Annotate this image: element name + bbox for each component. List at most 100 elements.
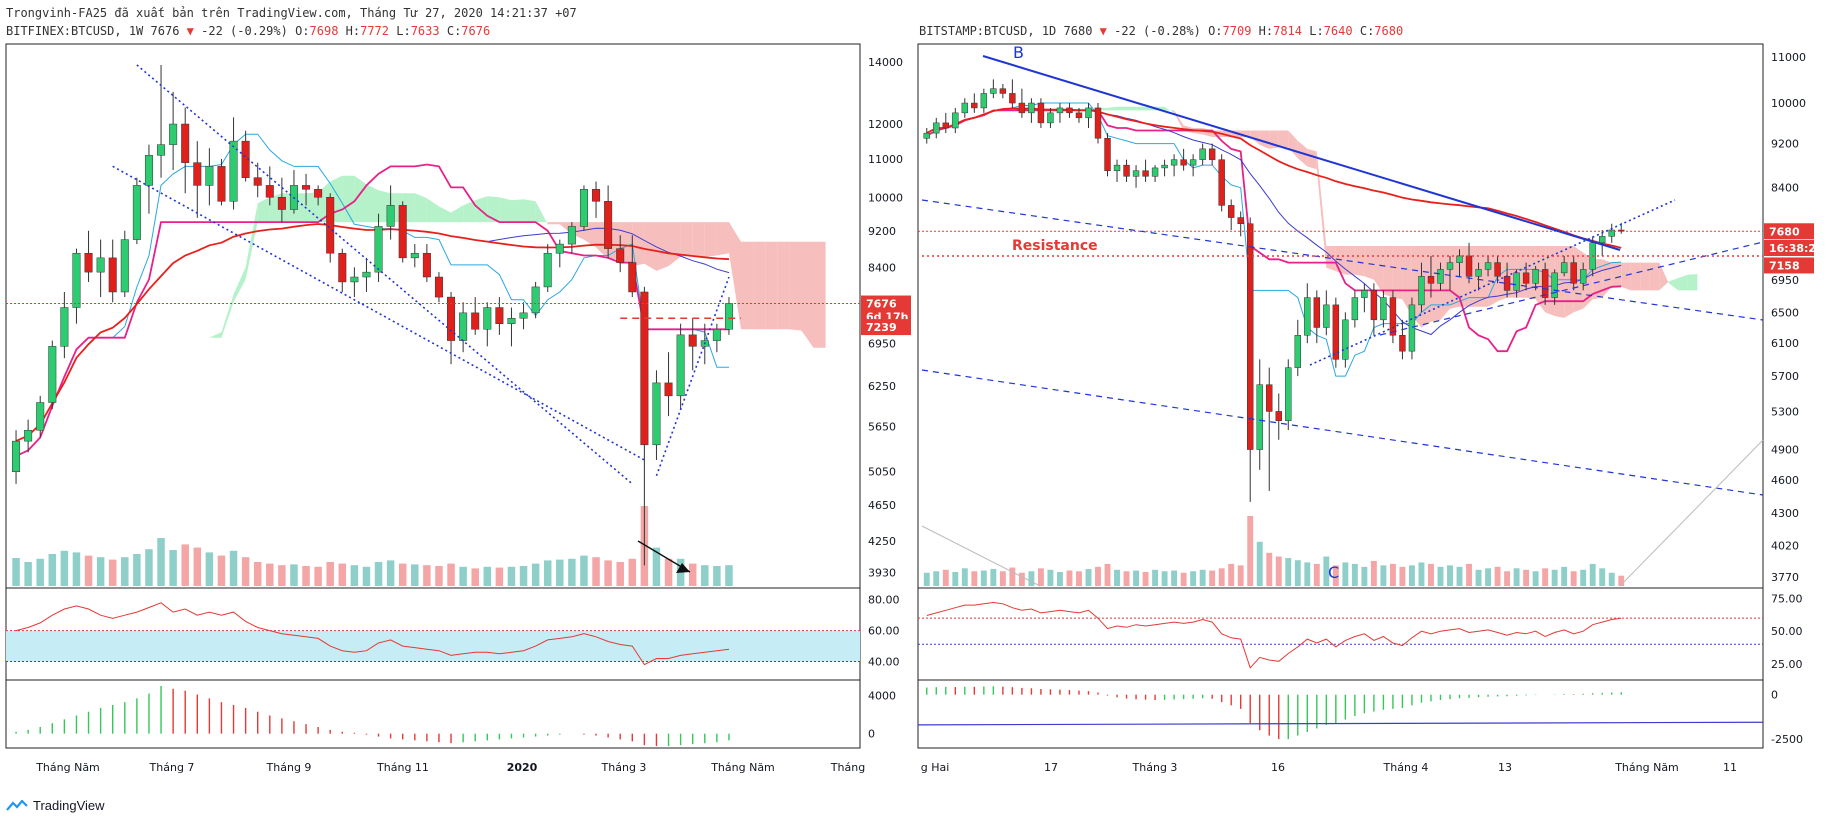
candle bbox=[1608, 229, 1615, 237]
cloud-segment bbox=[439, 206, 451, 223]
candle bbox=[120, 239, 129, 293]
cloud-segment bbox=[777, 241, 790, 330]
volume-bar bbox=[531, 563, 540, 586]
volume-bar bbox=[543, 560, 552, 586]
price-axis-label: 11000 bbox=[868, 153, 903, 166]
candle bbox=[579, 189, 588, 227]
volume-bar bbox=[1294, 560, 1301, 586]
cloud-segment bbox=[632, 222, 645, 267]
time-axis-label: Tháng Năm bbox=[1614, 761, 1679, 774]
export-note: Trongvinh-FA25 đã xuất bản trên TradingV… bbox=[6, 6, 577, 20]
candle bbox=[1332, 304, 1340, 360]
cloud-segment bbox=[1316, 151, 1327, 268]
price-axis-label: 3930 bbox=[868, 566, 896, 579]
volume-bar bbox=[314, 566, 322, 586]
candle bbox=[1256, 384, 1263, 450]
candle bbox=[1085, 107, 1092, 119]
price-axis-label: 4020 bbox=[1771, 540, 1799, 553]
volume-bar bbox=[990, 569, 997, 586]
volume-bar bbox=[725, 565, 733, 586]
volume-bar bbox=[999, 571, 1006, 586]
candle bbox=[314, 189, 323, 198]
down-triangle-icon: ▼ bbox=[1099, 24, 1107, 38]
volume-bar bbox=[1180, 572, 1187, 586]
candle bbox=[302, 185, 311, 190]
volume-bar bbox=[1152, 569, 1159, 586]
macd-axis-label: 0 bbox=[1771, 689, 1778, 702]
macd-axis-label: -2500 bbox=[1771, 733, 1803, 746]
candle bbox=[1599, 236, 1606, 244]
price-axis-label: 5300 bbox=[1771, 405, 1799, 418]
cloud-segment bbox=[765, 241, 778, 330]
cloud-segment bbox=[1478, 246, 1489, 307]
legend-right-c-value: 7680 bbox=[1374, 24, 1404, 38]
candle bbox=[1494, 262, 1501, 277]
candle bbox=[205, 166, 214, 186]
volume-bar bbox=[1247, 516, 1254, 586]
time-axis-label: Tháng Năm bbox=[35, 761, 100, 774]
left-chart-pane[interactable]: 1400012000110001000092008400765069506250… bbox=[5, 43, 911, 774]
volume-bar bbox=[181, 544, 189, 586]
candle bbox=[980, 93, 988, 109]
candle bbox=[933, 122, 940, 134]
candle bbox=[1513, 272, 1520, 291]
volume-bar bbox=[1532, 571, 1539, 586]
volume-bar bbox=[1370, 560, 1377, 586]
volume-bar bbox=[193, 547, 202, 586]
candle bbox=[1275, 411, 1282, 421]
candle bbox=[1132, 170, 1140, 177]
candle bbox=[374, 226, 383, 273]
right-chart-pane[interactable]: BCResistance1100010000920084007650695065… bbox=[917, 43, 1824, 774]
candle bbox=[652, 382, 661, 446]
cloud-segment bbox=[306, 192, 319, 223]
volume-bar bbox=[326, 562, 334, 586]
brand-label: TradingView bbox=[33, 798, 105, 813]
legend-right-l-value: 7640 bbox=[1323, 24, 1353, 38]
volume-bar bbox=[1218, 568, 1225, 586]
volume-bar bbox=[1133, 570, 1140, 586]
brand[interactable]: TradingView bbox=[6, 798, 105, 813]
volume-bar bbox=[1161, 571, 1168, 586]
volume-bar bbox=[1209, 570, 1216, 586]
cloud-segment bbox=[366, 184, 379, 223]
legend-left: BITFINEX:BTCUSD, 1W 7676 ▼ -22 (-0.29%) … bbox=[6, 24, 490, 38]
candle bbox=[1361, 290, 1368, 298]
candle bbox=[84, 252, 93, 273]
cloud-segment bbox=[1545, 246, 1555, 316]
candle bbox=[1170, 159, 1178, 166]
price-tag-bg bbox=[1764, 239, 1814, 256]
channel-line-dashed bbox=[921, 199, 1764, 321]
volume-bar bbox=[568, 558, 576, 586]
candle bbox=[495, 307, 504, 324]
price-axis-label: 6950 bbox=[1771, 274, 1799, 287]
cloud-segment bbox=[136, 405, 149, 438]
volume-bar bbox=[398, 563, 407, 586]
candle bbox=[410, 252, 419, 259]
volume-bar bbox=[980, 570, 987, 586]
legend-right-h-value: 7814 bbox=[1273, 24, 1303, 38]
price-tag-label: 7158 bbox=[1769, 259, 1800, 272]
cloud-segment bbox=[1364, 246, 1374, 280]
cloud-segment bbox=[173, 337, 186, 350]
candle bbox=[1066, 107, 1073, 114]
candle bbox=[144, 155, 153, 186]
cloud-segment bbox=[487, 196, 500, 223]
time-axis-label: Tháng bbox=[830, 761, 865, 774]
volume-bar bbox=[302, 566, 310, 586]
candle bbox=[48, 346, 57, 403]
candle bbox=[362, 271, 371, 278]
candle bbox=[1189, 159, 1197, 166]
volume-bar bbox=[713, 566, 721, 586]
price-axis-label: 8400 bbox=[868, 261, 896, 274]
candle bbox=[712, 329, 721, 341]
candle bbox=[1123, 164, 1130, 177]
cloud-segment bbox=[1402, 246, 1412, 316]
candle bbox=[447, 296, 456, 341]
price-tag-bg bbox=[861, 319, 911, 336]
candle bbox=[350, 276, 359, 283]
volume-bar bbox=[145, 549, 153, 586]
candle bbox=[604, 201, 613, 249]
volume-bar bbox=[229, 550, 238, 586]
volume-bar bbox=[1199, 569, 1206, 586]
